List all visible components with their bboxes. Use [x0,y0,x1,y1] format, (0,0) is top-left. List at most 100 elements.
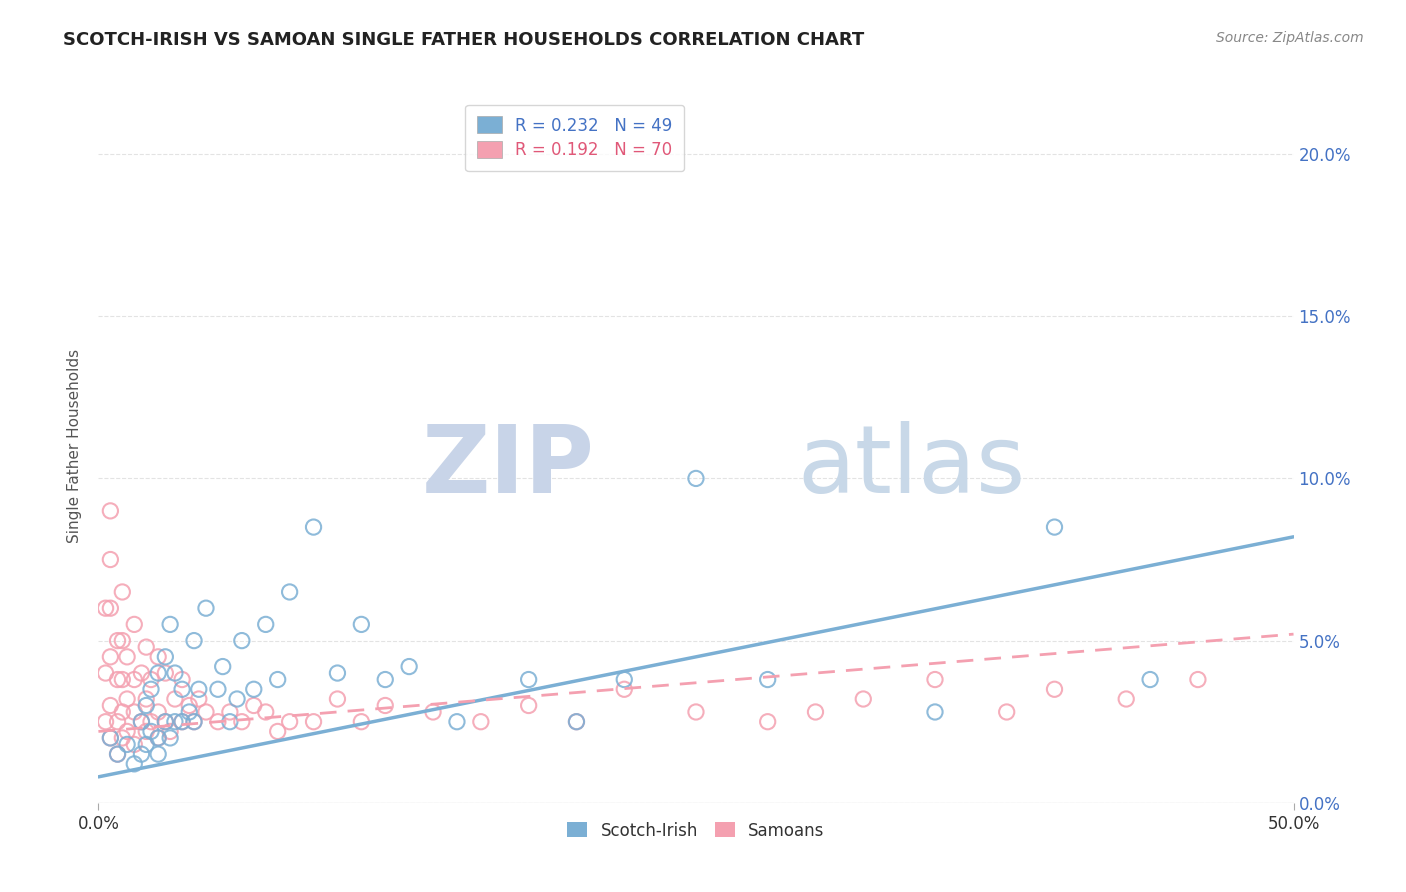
Point [155,714,177,729]
Point [111,705,134,719]
Point [107,747,129,761]
Point [172,714,194,729]
Point [231,714,253,729]
Point [565,714,588,729]
Point [135,738,157,752]
Point [94,601,117,615]
Point [98,698,122,713]
Point [139,682,162,697]
Point [124,673,146,687]
Point [155,666,177,681]
Point [446,714,468,729]
Point [148,666,170,681]
Point [326,692,349,706]
Point [124,738,146,752]
Point [195,601,218,615]
Point [148,731,170,745]
Point [135,640,157,654]
Point [107,633,129,648]
Point [302,520,325,534]
Point [326,666,349,681]
Point [852,692,875,706]
Y-axis label: Single Father Households: Single Father Households [67,349,83,543]
Point [107,714,129,729]
Point [1139,673,1161,687]
Point [115,692,138,706]
Point [254,705,277,719]
Point [135,724,157,739]
Point [148,705,170,719]
Point [139,673,162,687]
Text: SCOTCH-IRISH VS SAMOAN SINGLE FATHER HOUSEHOLDS CORRELATION CHART: SCOTCH-IRISH VS SAMOAN SINGLE FATHER HOU… [63,31,865,49]
Point [517,673,540,687]
Point [219,714,242,729]
Point [613,682,636,697]
Point [131,747,153,761]
Point [565,714,588,729]
Point [98,649,122,664]
Point [107,747,129,761]
Point [207,714,229,729]
Point [98,552,122,566]
Point [131,714,153,729]
Point [243,698,266,713]
Point [139,714,162,729]
Point [1187,673,1209,687]
Point [302,714,325,729]
Point [613,673,636,687]
Point [254,617,277,632]
Point [135,698,157,713]
Point [995,705,1018,719]
Point [124,705,146,719]
Point [131,666,153,681]
Point [98,601,122,615]
Point [155,714,177,729]
Point [159,724,181,739]
Point [107,673,129,687]
Point [398,659,420,673]
Point [135,692,157,706]
Point [243,682,266,697]
Point [1043,682,1066,697]
Point [179,705,201,719]
Point [179,698,201,713]
Point [685,471,707,485]
Point [98,731,122,745]
Point [115,649,138,664]
Point [183,633,205,648]
Point [219,705,242,719]
Point [207,682,229,697]
Point [111,673,134,687]
Point [124,617,146,632]
Point [111,585,134,599]
Point [226,692,249,706]
Point [159,617,181,632]
Point [115,724,138,739]
Point [155,649,177,664]
Point [350,617,373,632]
Point [111,633,134,648]
Point [148,747,170,761]
Point [172,673,194,687]
Point [159,731,181,745]
Point [685,705,707,719]
Point [1043,520,1066,534]
Text: ZIP: ZIP [422,421,595,514]
Point [278,585,301,599]
Point [924,673,946,687]
Point [374,698,396,713]
Point [267,724,290,739]
Point [183,714,205,729]
Point [924,705,946,719]
Point [183,714,205,729]
Point [131,714,153,729]
Point [163,714,186,729]
Point [422,705,444,719]
Text: Source: ZipAtlas.com: Source: ZipAtlas.com [1216,31,1364,45]
Point [172,714,194,729]
Point [804,705,827,719]
Point [231,633,253,648]
Point [756,714,779,729]
Point [187,692,209,706]
Point [195,705,218,719]
